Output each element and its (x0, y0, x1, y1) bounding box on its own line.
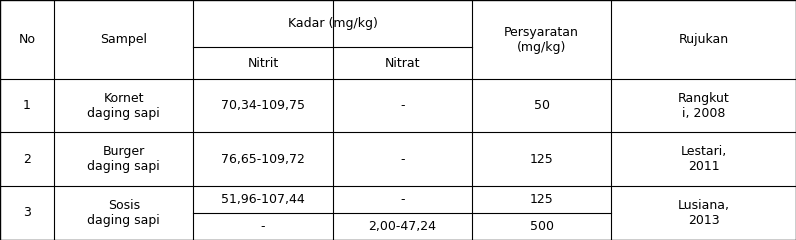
Text: 76,65-109,72: 76,65-109,72 (221, 153, 305, 166)
Text: Rujukan: Rujukan (679, 33, 728, 46)
Text: 500: 500 (529, 220, 554, 233)
Text: Burger
daging sapi: Burger daging sapi (88, 145, 160, 173)
Text: Nitrit: Nitrit (248, 56, 279, 70)
Text: Sampel: Sampel (100, 33, 147, 46)
Text: -: - (400, 153, 404, 166)
Text: 2,00-47,24: 2,00-47,24 (369, 220, 436, 233)
Text: 70,34-109,75: 70,34-109,75 (221, 99, 305, 112)
Text: Sosis
daging sapi: Sosis daging sapi (88, 199, 160, 227)
Text: -: - (400, 193, 404, 206)
Text: Rangkut
i, 2008: Rangkut i, 2008 (677, 92, 730, 120)
Text: -: - (400, 99, 404, 112)
Text: 51,96-107,44: 51,96-107,44 (221, 193, 305, 206)
Text: 125: 125 (530, 193, 553, 206)
Text: Kornet
daging sapi: Kornet daging sapi (88, 92, 160, 120)
Text: -: - (261, 220, 265, 233)
Text: 50: 50 (533, 99, 550, 112)
Text: Lestari,
2011: Lestari, 2011 (681, 145, 727, 173)
Text: Kadar (mg/kg): Kadar (mg/kg) (288, 17, 377, 30)
Text: Lusiana,
2013: Lusiana, 2013 (677, 199, 730, 227)
Text: No: No (18, 33, 36, 46)
Text: 3: 3 (23, 206, 31, 219)
Text: Persyaratan
(mg/kg): Persyaratan (mg/kg) (504, 26, 579, 54)
Text: 2: 2 (23, 153, 31, 166)
Text: 125: 125 (530, 153, 553, 166)
Text: Nitrat: Nitrat (384, 56, 420, 70)
Text: 1: 1 (23, 99, 31, 112)
